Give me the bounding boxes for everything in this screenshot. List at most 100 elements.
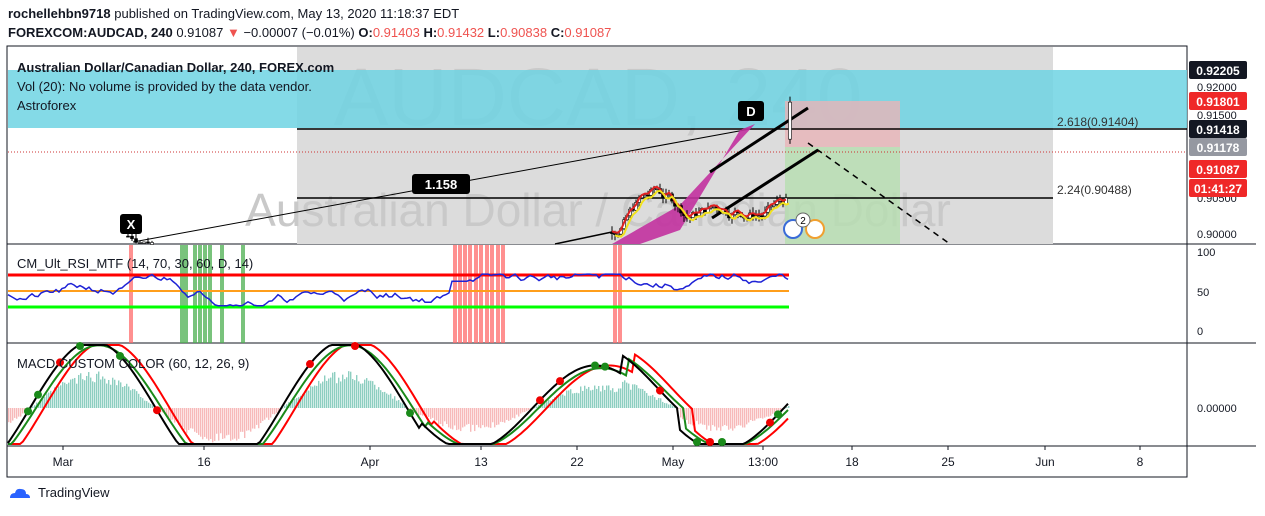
candle-body	[146, 241, 150, 244]
macd-histogram-bar	[320, 383, 322, 408]
macd-histogram-bar	[618, 388, 620, 408]
macd-histogram-bar	[588, 386, 590, 408]
macd-histogram-bar	[394, 396, 396, 408]
macd-histogram-bar	[696, 408, 698, 421]
rsi-overbought-column	[501, 245, 505, 343]
macd-histogram-bar	[666, 403, 668, 408]
macd-histogram-bar	[504, 408, 506, 423]
macd-histogram-bar	[744, 408, 746, 428]
price-tick-label: 0.92000	[1197, 82, 1237, 94]
rsi-panel-title: CM_Ult_RSI_MTF (14, 70, 30, 60, D, 14)	[17, 256, 254, 271]
macd-histogram-bar	[726, 408, 728, 426]
macd-histogram-bar	[400, 402, 402, 408]
tradingview-logo[interactable]: TradingView	[8, 485, 110, 500]
macd-histogram-bar	[734, 408, 736, 429]
macd-histogram-bar	[168, 408, 170, 419]
rsi-axis[interactable]: 100 50 0	[1197, 247, 1215, 338]
macd-histogram-bar	[512, 408, 514, 418]
macd-histogram-bar	[238, 408, 240, 439]
macd-histogram-bar	[444, 408, 446, 422]
macd-histogram-bar	[292, 399, 294, 408]
cloud-icon	[10, 488, 30, 498]
macd-histogram-bar	[308, 390, 310, 408]
macd-histogram-bar	[190, 408, 192, 429]
macd-cross-dot	[306, 360, 314, 369]
macd-histogram-bar	[354, 380, 356, 408]
macd-histogram-bar	[122, 386, 124, 408]
macd-histogram-bar	[222, 408, 224, 439]
channel-lower-line[interactable]	[711, 148, 819, 220]
macd-histogram-bar	[106, 383, 108, 408]
macd-histogram-bar	[34, 405, 36, 408]
candle-body	[788, 101, 792, 140]
macd-histogram-bar	[146, 401, 148, 408]
macd-histogram-bar	[458, 408, 460, 430]
rsi-overbought-column	[618, 245, 622, 343]
macd-axis[interactable]: 0.00000	[1197, 403, 1237, 415]
macd-histogram-bar	[760, 408, 762, 419]
macd-histogram-bar	[408, 408, 410, 409]
macd-histogram-bar	[136, 391, 138, 408]
volume-note: Vol (20): No volume is provided by the d…	[17, 79, 312, 94]
macd-histogram-bar	[690, 408, 692, 425]
macd-histogram-bar	[604, 389, 606, 408]
macd-histogram-bar	[466, 408, 468, 425]
macd-histogram-bar	[378, 387, 380, 408]
macd-cross-dot	[656, 386, 664, 395]
ca-flag-icon[interactable]	[805, 219, 825, 239]
macd-histogram-bar	[430, 408, 432, 420]
rsi-highlight-columns	[129, 245, 622, 343]
macd-histogram-bar	[572, 393, 574, 408]
macd-histogram	[8, 371, 790, 443]
ratio-label: 1.158	[425, 177, 458, 192]
candle-body	[142, 241, 146, 244]
macd-histogram-bar	[116, 385, 118, 408]
macd-histogram-bar	[580, 386, 582, 408]
macd-histogram-bar	[752, 408, 754, 422]
price-tags: 0.92205 0.91801 0.91418 0.91178 0.91087 01:41…	[1189, 61, 1247, 197]
macd-histogram-bar	[510, 408, 512, 420]
price-tag-box	[1189, 120, 1247, 138]
price-change: −0.00007 (−0.01%)	[243, 25, 355, 40]
pattern-point-d-marker[interactable]	[738, 101, 764, 121]
macd-histogram-bar	[46, 393, 48, 408]
macd-histogram-bar	[386, 393, 388, 408]
macd-histogram-bar	[108, 379, 110, 408]
price-tag-label: 0.92205	[1196, 64, 1240, 78]
macd-histogram-bar	[514, 408, 516, 419]
candle-body	[150, 242, 154, 245]
macd-cross-dot	[24, 407, 32, 416]
macd-histogram-bar	[484, 408, 486, 428]
fib-224-label: 2.24(0.90488)	[1057, 183, 1132, 197]
time-axis[interactable]: Mar 16 Apr 13 22 May 13:00 18 25 Jun 8	[53, 446, 1144, 469]
macd-histogram-bar	[64, 382, 66, 408]
ratio-badge[interactable]	[412, 174, 470, 194]
candle-body	[757, 215, 761, 218]
pattern-leg-line	[554, 231, 613, 245]
projection-dashed-line[interactable]	[807, 142, 951, 245]
macd-histogram-bar	[702, 408, 704, 425]
macd-histogram-bar	[660, 398, 662, 408]
rsi-overbought-column	[463, 245, 467, 343]
candle-body	[130, 235, 134, 239]
low-label: L:	[487, 25, 501, 40]
macd-histogram-bar	[236, 408, 238, 441]
macd-histogram-bar	[566, 390, 568, 408]
macd-histogram-bar	[232, 408, 234, 440]
macd-histogram-bar	[582, 390, 584, 408]
rsi-overbought-column	[474, 245, 478, 343]
rsi-tick-label: 100	[1197, 247, 1215, 259]
macd-histogram-bar	[276, 408, 278, 413]
macd-histogram-bar	[334, 371, 336, 408]
macd-histogram-bar	[658, 398, 660, 408]
macd-histogram-bar	[110, 384, 112, 408]
rsi-oversold-column	[208, 245, 212, 343]
pattern-point-x-label: X	[127, 217, 136, 232]
macd-histogram-bar	[632, 384, 634, 408]
macd-histogram-bar	[500, 408, 502, 422]
macd-histogram-bar	[424, 408, 426, 416]
macd-histogram-bar	[768, 408, 770, 417]
pattern-point-x-marker[interactable]	[120, 214, 142, 234]
macd-histogram-bar	[688, 408, 690, 424]
